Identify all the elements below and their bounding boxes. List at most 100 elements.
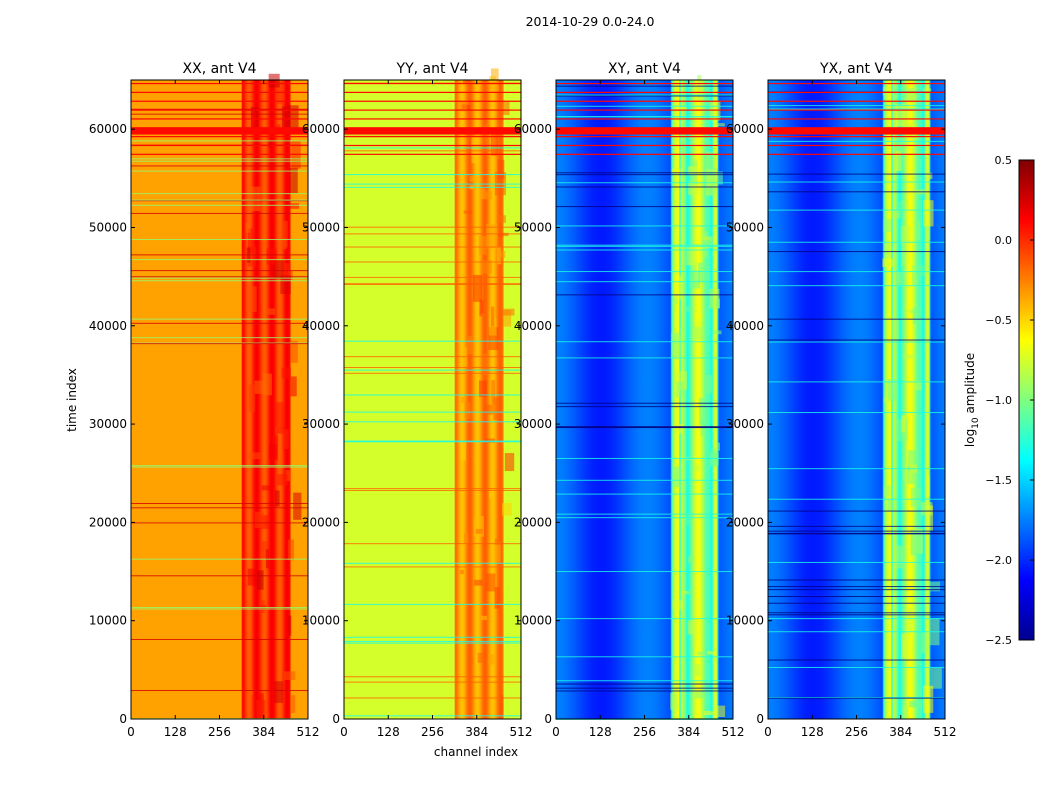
heatmap-cell	[262, 373, 272, 396]
colorbar-tick-label: −2.5	[985, 634, 1012, 647]
heatmap-row	[556, 656, 733, 658]
heatmap-cell	[261, 485, 273, 491]
heatmap-cell	[890, 85, 896, 110]
heatmap-row	[768, 468, 945, 470]
flagged-row	[556, 127, 733, 135]
heatmap-row	[131, 465, 308, 467]
heatmap-row	[768, 285, 945, 287]
heatmap-cell	[676, 107, 687, 111]
heatmap-cell	[480, 260, 492, 274]
heatmap-row	[131, 113, 308, 115]
heatmap-cell	[471, 136, 476, 164]
heatmap-row	[131, 638, 308, 640]
heatmap-cell	[672, 600, 684, 610]
heatmap-row	[344, 147, 521, 149]
heatmap-cell	[715, 298, 721, 309]
heatmap-cell	[497, 215, 507, 223]
heatmap-cell	[924, 258, 929, 277]
colorbar-label: log10 amplitude	[963, 353, 981, 447]
heatmap-cell	[256, 570, 264, 590]
heatmap-cell	[687, 620, 698, 635]
heatmap-row	[344, 283, 521, 285]
y-tick-label: 0	[332, 712, 340, 726]
heatmap-cell	[496, 246, 502, 265]
heatmap-cell	[883, 219, 892, 233]
heatmap-row	[344, 100, 521, 102]
panel-title: YY, ant V4	[396, 61, 469, 77]
heatmap-row	[768, 530, 945, 532]
heatmap-row	[131, 343, 308, 345]
heatmap-row	[344, 366, 521, 368]
heatmap-row	[768, 173, 945, 175]
heatmap-row	[768, 153, 945, 155]
heatmap-cell	[908, 450, 919, 473]
heatmap-cell	[923, 200, 934, 227]
heatmap-row	[556, 479, 733, 481]
heatmap-cell	[883, 398, 891, 403]
heatmap-cell	[474, 579, 483, 586]
heatmap-cell	[912, 265, 918, 286]
x-tick-label: 128	[801, 725, 824, 739]
heatmap-row	[344, 174, 521, 176]
heatmap-cell	[460, 569, 464, 575]
heatmap-cell	[466, 104, 470, 110]
heatmap-row	[768, 140, 945, 142]
x-tick-label: 384	[465, 725, 488, 739]
heatmap-cell	[266, 248, 277, 265]
heatmap-row	[768, 510, 945, 512]
heatmap-row	[556, 186, 733, 188]
heatmap-row	[768, 614, 945, 616]
y-tick-label: 30000	[302, 417, 340, 431]
heatmap-cell	[895, 150, 902, 172]
heatmap-cell	[895, 104, 906, 127]
heatmap-cell	[293, 492, 302, 520]
heatmap-cell	[906, 466, 917, 484]
heatmap-cell	[887, 379, 898, 401]
heatmap-cell	[709, 101, 721, 121]
heatmap-row	[556, 271, 733, 273]
heatmap-cell	[502, 502, 512, 516]
figure-suptitle: 2014-10-29 0.0-24.0	[525, 14, 655, 29]
heatmap-row	[344, 676, 521, 678]
heatmap-cell	[674, 294, 678, 305]
heatmap-row	[768, 318, 945, 320]
heatmap-cell	[705, 151, 716, 172]
heatmap-row	[131, 239, 308, 241]
heatmap-cell	[900, 225, 911, 245]
colorbar: 0.5 0.0 −0.5 −1.0 −1.5 −2.0 −2.5 log10 amplitu…	[963, 154, 1035, 647]
heatmap-cell	[677, 424, 684, 434]
heatmap-row	[131, 212, 308, 214]
y-tick-label: 60000	[89, 122, 127, 136]
heatmap-row	[131, 204, 308, 206]
heatmap-cell	[275, 402, 285, 427]
heatmap-cell	[917, 221, 920, 241]
heatmap-row	[344, 183, 521, 185]
heatmap-cell	[684, 306, 693, 312]
heatmap-row	[556, 245, 733, 247]
heatmap-row	[344, 636, 521, 638]
heatmap-row	[556, 100, 733, 102]
heatmap-cell	[504, 453, 515, 472]
y-tick-label: 40000	[302, 319, 340, 333]
heatmap-row	[768, 105, 945, 107]
heatmap-row	[768, 271, 945, 273]
heatmap-row	[556, 406, 733, 408]
heatmap-row	[768, 241, 945, 243]
heatmap-row	[131, 322, 308, 324]
heatmap-cell	[498, 232, 509, 237]
heatmap-cell	[907, 608, 912, 633]
heatmap-row	[344, 226, 521, 228]
heatmap-cell	[289, 167, 298, 194]
heatmap-cell	[691, 261, 697, 272]
heatmap-row	[556, 105, 733, 107]
heatmap-row	[556, 153, 733, 155]
heatmap-panels: XX, ant V4 0 128 256 384 512 0 10000 20000 30000 4…	[89, 61, 957, 739]
heatmap-cell	[247, 246, 257, 267]
heatmap-row	[131, 270, 308, 272]
heatmap-row	[556, 172, 733, 174]
heatmap-cell	[912, 699, 923, 708]
heatmap-row	[131, 608, 308, 610]
y-tick-label: 50000	[726, 220, 764, 234]
heatmap-cell	[500, 694, 504, 718]
heatmap-cell	[259, 515, 271, 529]
